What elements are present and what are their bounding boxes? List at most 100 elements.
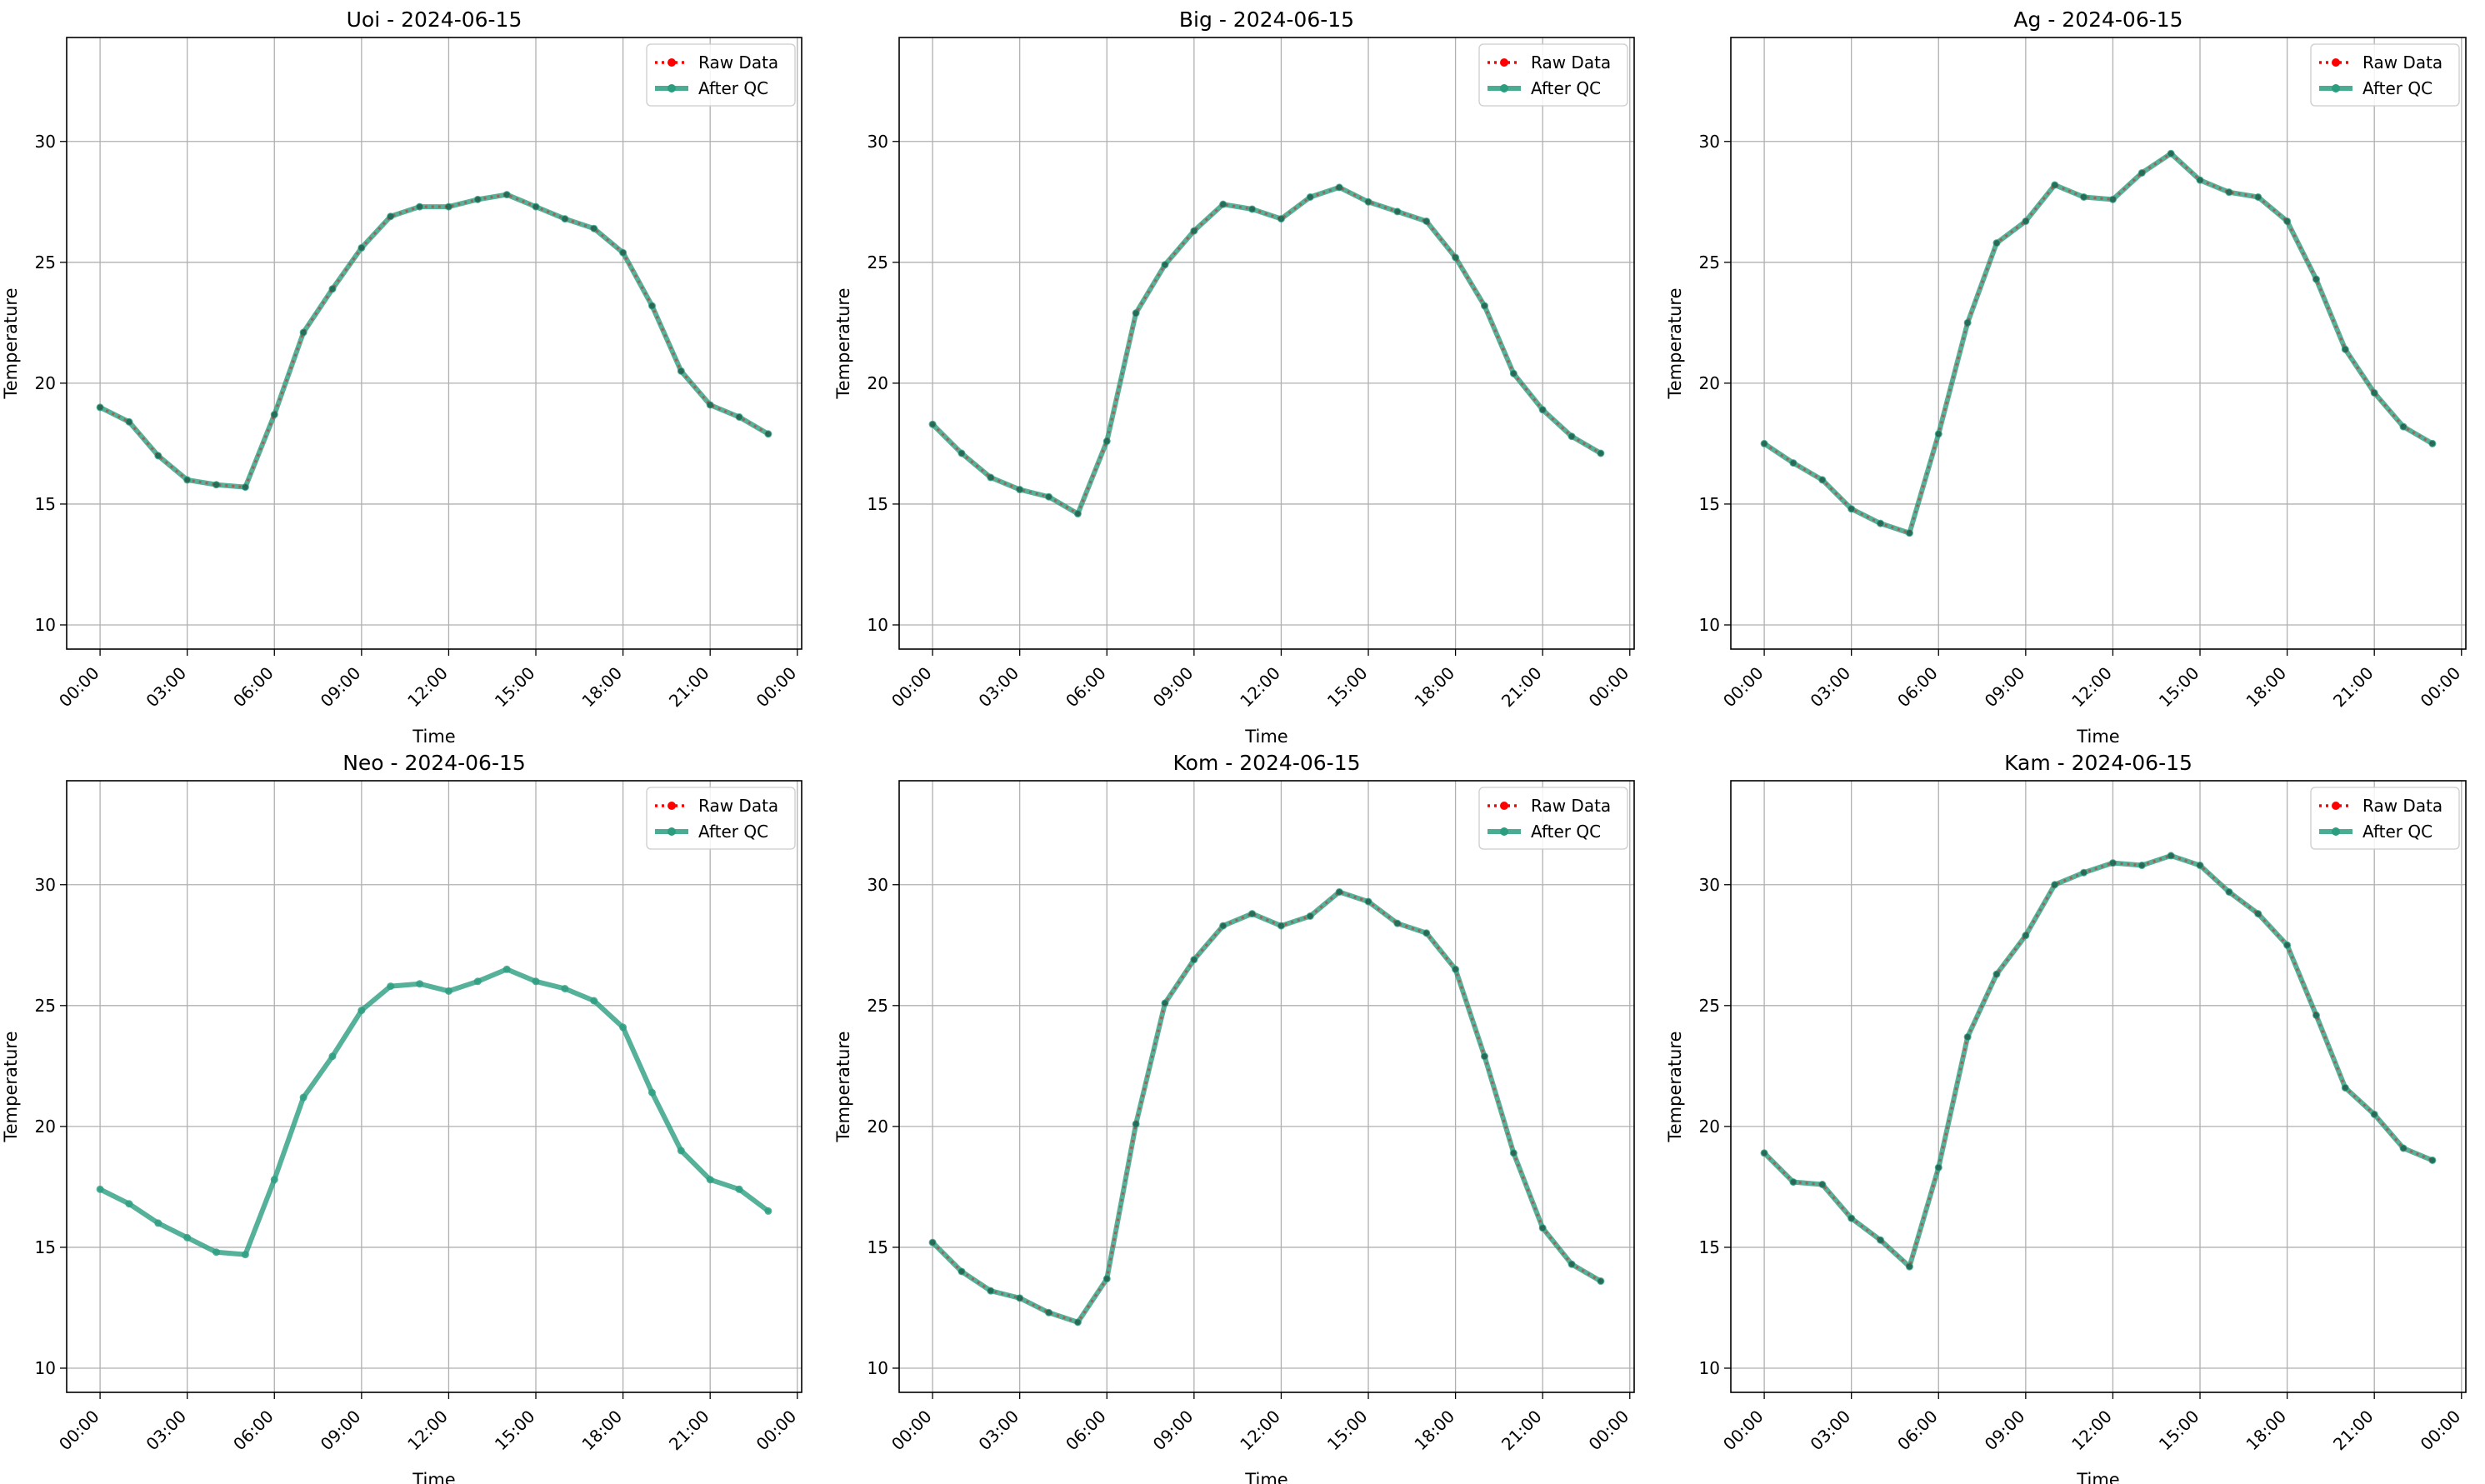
legend-qc-marker: [1500, 827, 1508, 836]
after-qc-point: [241, 1251, 249, 1259]
raw-data-point: [1278, 922, 1284, 929]
raw-data-point: [155, 452, 162, 459]
y-axis-label: Temperature: [1, 287, 21, 399]
x-tick-label: 21:00: [1498, 663, 1546, 712]
x-tick-label: 03:00: [974, 1407, 1022, 1455]
y-tick-label: 15: [35, 1237, 56, 1257]
x-tick-label: 00:00: [1719, 663, 1768, 712]
x-tick-label: 03:00: [142, 1407, 190, 1455]
raw-data-point: [1598, 450, 1604, 457]
raw-data-point: [1598, 1278, 1604, 1285]
raw-data-point: [1336, 184, 1342, 191]
y-tick-label: 15: [868, 494, 888, 514]
legend-raw-marker: [1500, 58, 1508, 67]
x-tick-label: 06:00: [229, 663, 278, 712]
y-tick-label: 30: [35, 132, 56, 152]
after-qc-point: [358, 1007, 366, 1015]
raw-data-point: [1307, 193, 1313, 200]
x-tick-label: 09:00: [1149, 663, 1198, 712]
series-line-raw-data: [99, 193, 769, 489]
raw-data-point: [97, 404, 103, 411]
chart-title: Neo - 2024-06-15: [342, 751, 526, 775]
raw-data-point: [958, 450, 965, 457]
raw-data-point: [2168, 150, 2174, 157]
series-line-raw-data: [932, 186, 1602, 516]
after-qc-point: [299, 1093, 308, 1102]
x-tick-label: 09:00: [317, 1407, 365, 1455]
raw-data-point: [445, 203, 452, 210]
axes-frame: [1730, 37, 2467, 650]
chart-panel: 00:00 03:00 06:00 09:00 12:00 15:00 18:00 21:00…: [833, 7, 1635, 747]
x-tick-label: 15:00: [2155, 663, 2203, 712]
raw-data-point: [1790, 1179, 1797, 1186]
x-tick-label: 12:00: [2068, 663, 2116, 712]
series-line-after-qc: [1762, 151, 2435, 536]
y-axis-label: Temperature: [1665, 1031, 1685, 1142]
raw-data-point: [929, 1239, 936, 1246]
series-line-after-qc: [930, 889, 1603, 1325]
raw-data-point: [2052, 882, 2058, 888]
raw-data-point: [1249, 206, 1256, 212]
raw-data-point: [1993, 971, 2000, 977]
chart-title: Big - 2024-06-15: [1179, 7, 1354, 32]
raw-data-point: [1848, 506, 1855, 512]
x-tick-label: 18:00: [578, 663, 626, 712]
legend-label-raw-data: Raw Data: [698, 52, 778, 72]
y-tick-label: 20: [35, 373, 56, 393]
y-tick-label: 25: [1699, 252, 1720, 272]
raw-data-point: [1336, 888, 1342, 895]
chart-panel: 00:00 03:00 06:00 09:00 12:00 15:00 18:00 21:00…: [1, 7, 802, 747]
x-tick-label: 00:00: [1585, 1407, 1633, 1455]
y-tick-label: 30: [1699, 875, 1720, 895]
raw-data-point: [2022, 217, 2029, 224]
x-tick-label: 06:00: [1062, 663, 1110, 712]
raw-data-point: [2081, 869, 2088, 876]
chart-panel: 00:00 03:00 06:00 09:00 12:00 15:00 18:00 21:00…: [1665, 7, 2467, 747]
x-tick-label: 00:00: [2417, 663, 2465, 712]
y-tick-label: 25: [1699, 996, 1720, 1016]
legend-qc-marker: [1500, 84, 1508, 92]
after-qc-point: [183, 1233, 192, 1242]
x-tick-label: 15:00: [1323, 1407, 1372, 1455]
after-qc-point: [648, 1088, 656, 1097]
raw-data-point: [2371, 389, 2378, 396]
raw-data-point: [1510, 370, 1517, 377]
raw-data-point: [1906, 530, 1912, 537]
after-qc-point: [96, 1185, 104, 1193]
raw-data-point: [1046, 493, 1052, 500]
raw-data-point: [648, 302, 655, 309]
after-qc-point: [764, 1207, 772, 1215]
y-tick-label: 30: [1699, 132, 1720, 152]
x-tick-label: 06:00: [1893, 663, 1942, 712]
legend-label-after-qc: After QC: [698, 822, 768, 842]
legend-qc-marker: [668, 827, 676, 836]
x-tick-label: 00:00: [55, 1407, 103, 1455]
after-qc-point: [619, 1023, 628, 1032]
y-tick-label: 10: [868, 1358, 888, 1378]
raw-data-point: [1819, 477, 1826, 483]
raw-data-point: [2342, 346, 2348, 352]
raw-data-point: [358, 244, 365, 251]
raw-data-point: [2284, 942, 2291, 948]
raw-data-point: [271, 412, 278, 418]
raw-data-point: [2109, 860, 2116, 867]
legend-label-after-qc: After QC: [698, 78, 768, 98]
x-tick-label: 03:00: [1806, 663, 1854, 712]
chart-title: Kom - 2024-06-15: [1173, 751, 1361, 775]
raw-data-point: [300, 329, 307, 336]
raw-data-point: [2138, 169, 2145, 176]
raw-data-point: [1964, 1034, 1971, 1041]
x-tick-label: 12:00: [1236, 1407, 1284, 1455]
x-tick-label: 09:00: [317, 663, 365, 712]
x-tick-label: 09:00: [1981, 663, 2029, 712]
x-tick-label: 21:00: [2329, 1407, 2378, 1455]
x-tick-label: 03:00: [142, 663, 190, 712]
raw-data-point: [2168, 852, 2174, 859]
raw-data-point: [1539, 1225, 1546, 1232]
y-tick-label: 15: [1699, 1237, 1720, 1257]
raw-data-point: [1481, 1053, 1488, 1060]
x-axis-label: Time: [2076, 1470, 2119, 1484]
raw-data-point: [1423, 217, 1430, 224]
raw-data-point: [329, 286, 336, 292]
raw-data-point: [1191, 957, 1198, 963]
